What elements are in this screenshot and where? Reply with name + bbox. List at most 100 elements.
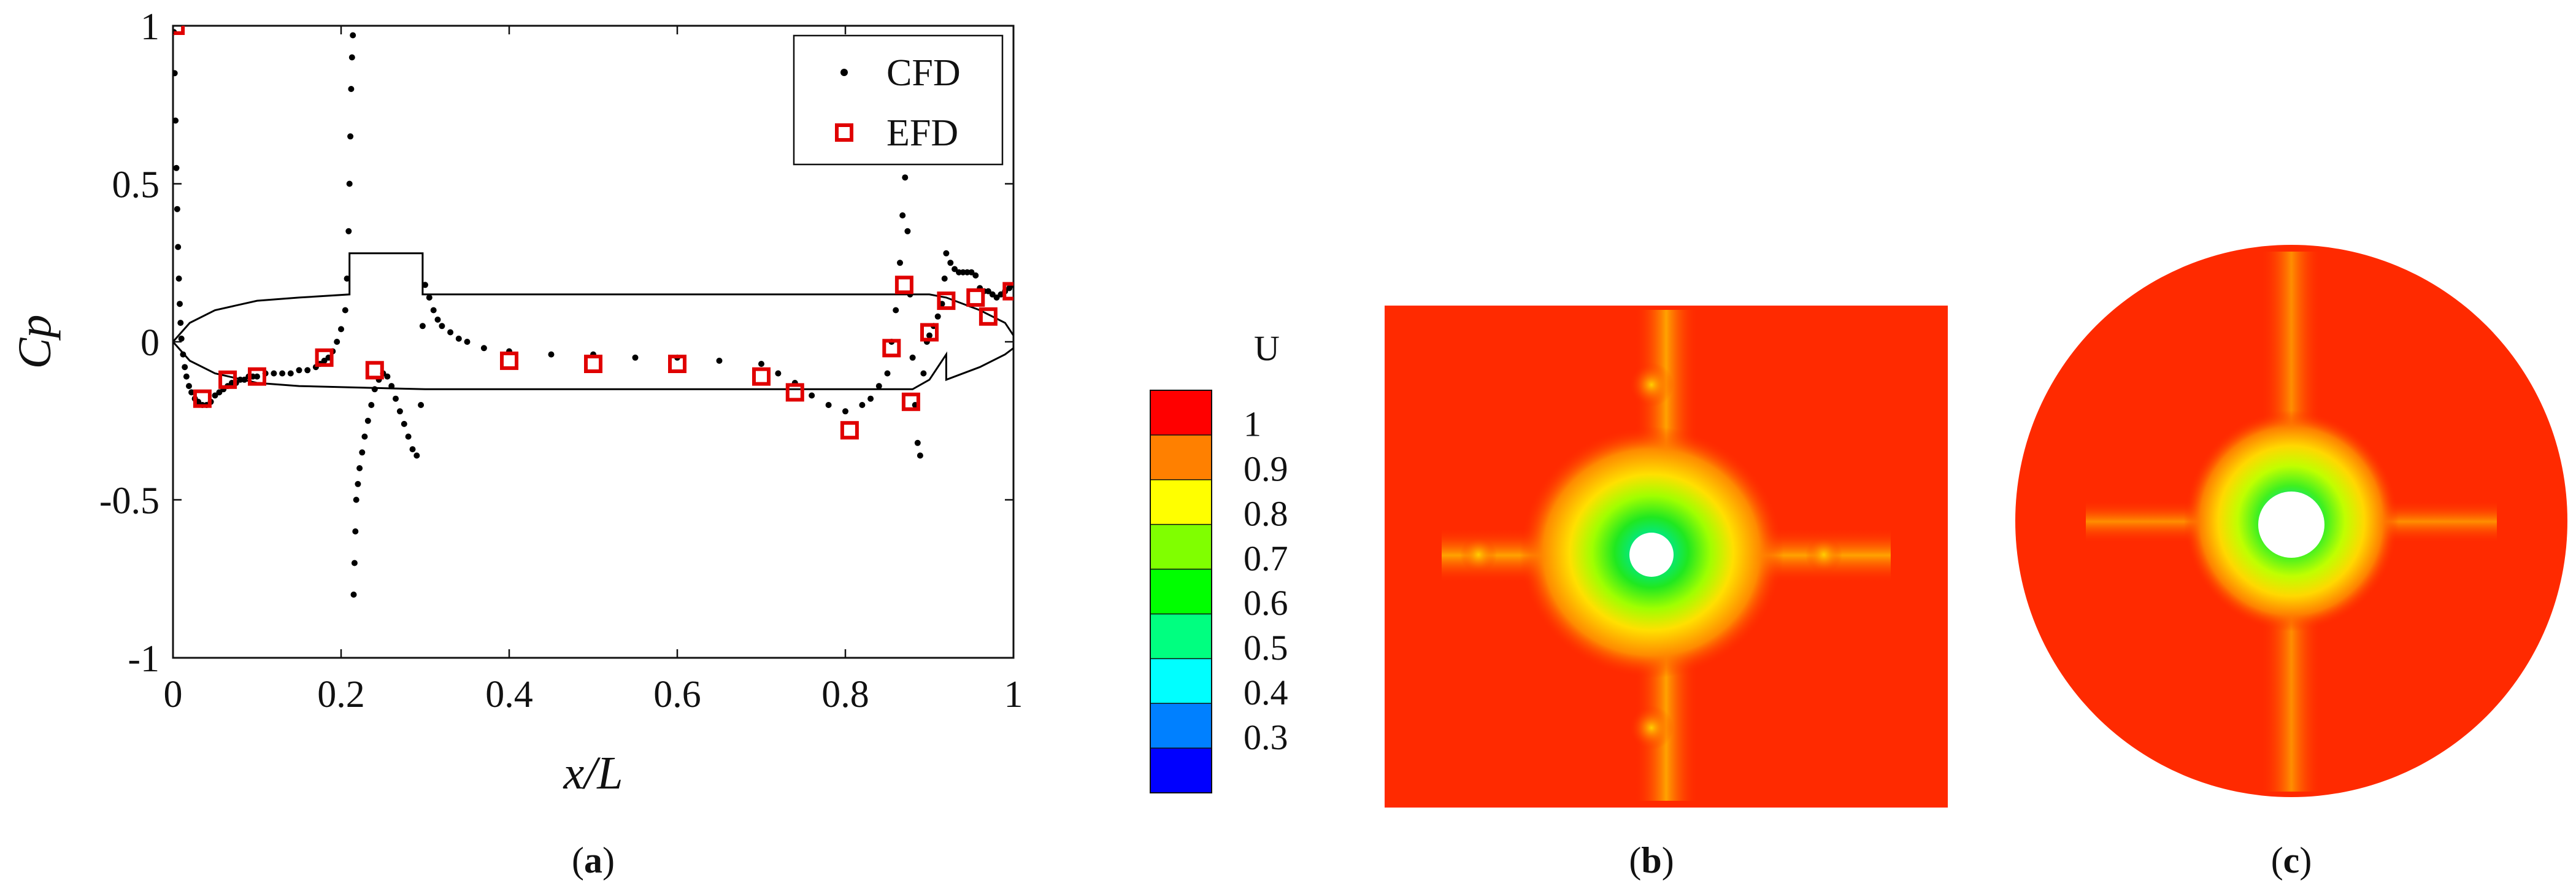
- panel-label-c: (c): [2271, 840, 2312, 881]
- legend-efd-label: EFD: [886, 112, 958, 154]
- cfd-point: [368, 402, 375, 408]
- hub-hole-c: [2258, 492, 2324, 558]
- efd-point: [668, 355, 686, 373]
- cfd-point: [212, 392, 218, 399]
- cfd-point: [188, 389, 195, 396]
- colorbar-tick-label: 0.9: [1244, 449, 1288, 489]
- colorbar-tick-label: 0.5: [1244, 628, 1288, 668]
- legend: CFD EFD: [793, 34, 1004, 166]
- cfd-point: [180, 351, 186, 358]
- cfd-point: [173, 117, 179, 124]
- cfd-point: [884, 370, 891, 377]
- cfd-point: [897, 260, 903, 266]
- efd-point: [882, 339, 901, 358]
- cfd-point: [904, 228, 911, 234]
- cfd-point: [480, 345, 487, 352]
- y-tick-label: -1: [128, 638, 160, 680]
- colorbar-tick-label: 0.3: [1244, 717, 1288, 757]
- cfd-point: [173, 70, 178, 77]
- cfd-point: [985, 288, 991, 295]
- cp-distribution-chart: 0 0.2 0.4 0.6 0.8 1 1 0.5 0 -0.5 -1 x/L Cp CFD EF…: [9, 6, 1023, 881]
- y-axis: 1 0.5 0 -0.5 -1: [99, 6, 1013, 680]
- cfd-point: [716, 357, 723, 364]
- cfd-point: [350, 32, 356, 39]
- cfd-point: [287, 370, 294, 377]
- panel-label-b: (b): [1629, 840, 1674, 881]
- cfd-point: [174, 206, 180, 212]
- efd-point: [1002, 282, 1013, 301]
- cfd-point: [775, 370, 782, 377]
- cfd-point: [1006, 285, 1013, 291]
- cfd-point: [396, 408, 403, 415]
- cfd-point: [186, 383, 192, 390]
- efd-point: [978, 307, 998, 326]
- legend-box: [793, 34, 1004, 166]
- cfd-point: [875, 383, 882, 390]
- wake-blob-top: [1629, 363, 1674, 407]
- cfd-point: [393, 395, 399, 402]
- cfd-point: [842, 408, 848, 415]
- cfd-point: [347, 133, 354, 140]
- cfd-point: [989, 291, 996, 298]
- cfd-point: [296, 367, 302, 374]
- cfd-point: [413, 452, 420, 459]
- wake-blob-bottom: [1629, 706, 1674, 750]
- wake-contour-circular: (c): [2015, 245, 2567, 881]
- cfd-point: [964, 269, 971, 276]
- colorbar-band: [1150, 479, 1212, 525]
- legend-efd-marker: [835, 123, 853, 142]
- efd-point: [218, 370, 237, 389]
- y-tick-label: 0.5: [112, 164, 160, 206]
- cfd-point: [177, 320, 184, 326]
- cfd-point: [182, 364, 188, 371]
- cfd-point: [917, 452, 923, 459]
- cfd-point: [271, 370, 277, 377]
- y-tick-label: -0.5: [99, 480, 160, 522]
- cfd-point: [859, 402, 866, 408]
- cfd-point: [216, 389, 223, 396]
- x-axis-title: x/L: [563, 747, 623, 799]
- x-tick-label: 0.2: [317, 674, 365, 716]
- cfd-point: [346, 180, 353, 187]
- colorbar-band: [1150, 703, 1212, 749]
- x-tick-label: 0.6: [653, 674, 701, 716]
- panel-label-a: (a): [572, 840, 615, 881]
- cfd-point: [353, 496, 359, 503]
- efd-point: [173, 26, 185, 35]
- wake-contour-square: (b): [1385, 306, 1948, 881]
- cfd-point: [350, 592, 357, 598]
- colorbar-band: [1150, 658, 1212, 704]
- cfd-point: [998, 291, 1004, 298]
- cfd-point: [279, 370, 286, 377]
- cfd-point: [914, 439, 921, 446]
- x-tick-label: 1: [1004, 674, 1023, 716]
- x-tick-label: 0: [164, 674, 183, 716]
- cfd-point: [947, 260, 954, 266]
- cfd-point: [902, 174, 909, 181]
- colorbar-band: [1150, 748, 1212, 793]
- cfd-point: [422, 282, 428, 288]
- cfd-point: [899, 212, 906, 218]
- cfd-point: [355, 480, 361, 487]
- colorbar-tick-labels: 1 0.90.8 0.7 0.6 0.5 0.4 0.3: [1244, 404, 1288, 757]
- cfd-point: [175, 244, 182, 250]
- cfd-point: [455, 335, 462, 342]
- hull-path: [173, 252, 1013, 390]
- efd-point: [315, 348, 334, 367]
- cfd-point: [447, 329, 454, 336]
- efd-point: [894, 276, 913, 295]
- cfd-point: [934, 313, 941, 320]
- efd-point: [248, 367, 266, 386]
- cfd-point: [409, 446, 416, 453]
- colorbar-title: U: [1254, 328, 1280, 368]
- efd-point: [840, 421, 859, 440]
- efd-point: [365, 361, 384, 380]
- wake-blob-right: [1805, 536, 1842, 573]
- cfd-point: [952, 266, 958, 272]
- cfd-point: [321, 357, 328, 364]
- cfd-point: [352, 528, 359, 534]
- cfd-point: [405, 433, 412, 440]
- x-axis: 0 0.2 0.4 0.6 0.8 1: [164, 26, 1023, 716]
- colorbar-tick-label: 0.8: [1244, 493, 1288, 533]
- cfd-point: [241, 376, 248, 383]
